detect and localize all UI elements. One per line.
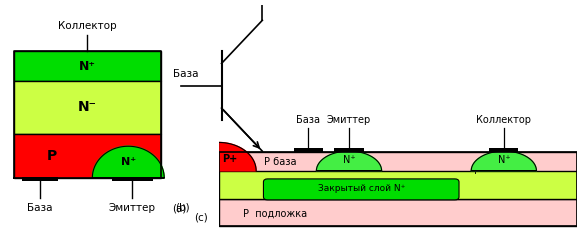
Polygon shape xyxy=(317,151,382,171)
Polygon shape xyxy=(219,142,256,171)
Text: База: База xyxy=(296,115,320,125)
Text: База: База xyxy=(173,69,198,79)
Bar xyxy=(219,152,577,171)
Bar xyxy=(14,81,161,134)
Text: N⁺: N⁺ xyxy=(497,155,510,165)
Text: (a): (a) xyxy=(173,203,187,213)
Text: Эпитаксиальный N слой коллектора: Эпитаксиальный N слой коллектора xyxy=(311,165,485,174)
Text: Р база: Р база xyxy=(264,157,297,167)
Bar xyxy=(489,148,518,152)
FancyBboxPatch shape xyxy=(264,179,459,200)
Text: P  подложка: P подложка xyxy=(243,209,307,219)
Text: Коллектор: Коллектор xyxy=(476,115,531,125)
Text: Эмиттер: Эмиттер xyxy=(239,174,286,184)
Polygon shape xyxy=(92,146,164,178)
Text: Эмиттер: Эмиттер xyxy=(108,203,155,213)
Text: (c): (c) xyxy=(194,213,208,223)
Bar xyxy=(219,199,577,226)
Polygon shape xyxy=(471,151,536,171)
Text: N⁺: N⁺ xyxy=(121,157,136,167)
Text: Коллектор: Коллектор xyxy=(58,21,117,31)
Text: N⁻: N⁻ xyxy=(78,100,97,114)
Text: N⁺: N⁺ xyxy=(79,60,96,73)
Bar xyxy=(219,152,577,199)
Text: N⁺: N⁺ xyxy=(343,155,355,165)
Text: Эмиттер: Эмиттер xyxy=(327,115,371,125)
Bar xyxy=(334,148,364,152)
Text: P+: P+ xyxy=(222,154,237,163)
Text: База: База xyxy=(27,203,53,213)
Text: P: P xyxy=(47,149,57,163)
Bar xyxy=(294,148,323,152)
Bar xyxy=(14,134,161,178)
Bar xyxy=(112,177,153,181)
Text: Закрытый слой N⁺: Закрытый слой N⁺ xyxy=(318,184,405,193)
Bar xyxy=(22,177,58,181)
Text: (b): (b) xyxy=(175,202,189,212)
Bar xyxy=(14,51,161,81)
